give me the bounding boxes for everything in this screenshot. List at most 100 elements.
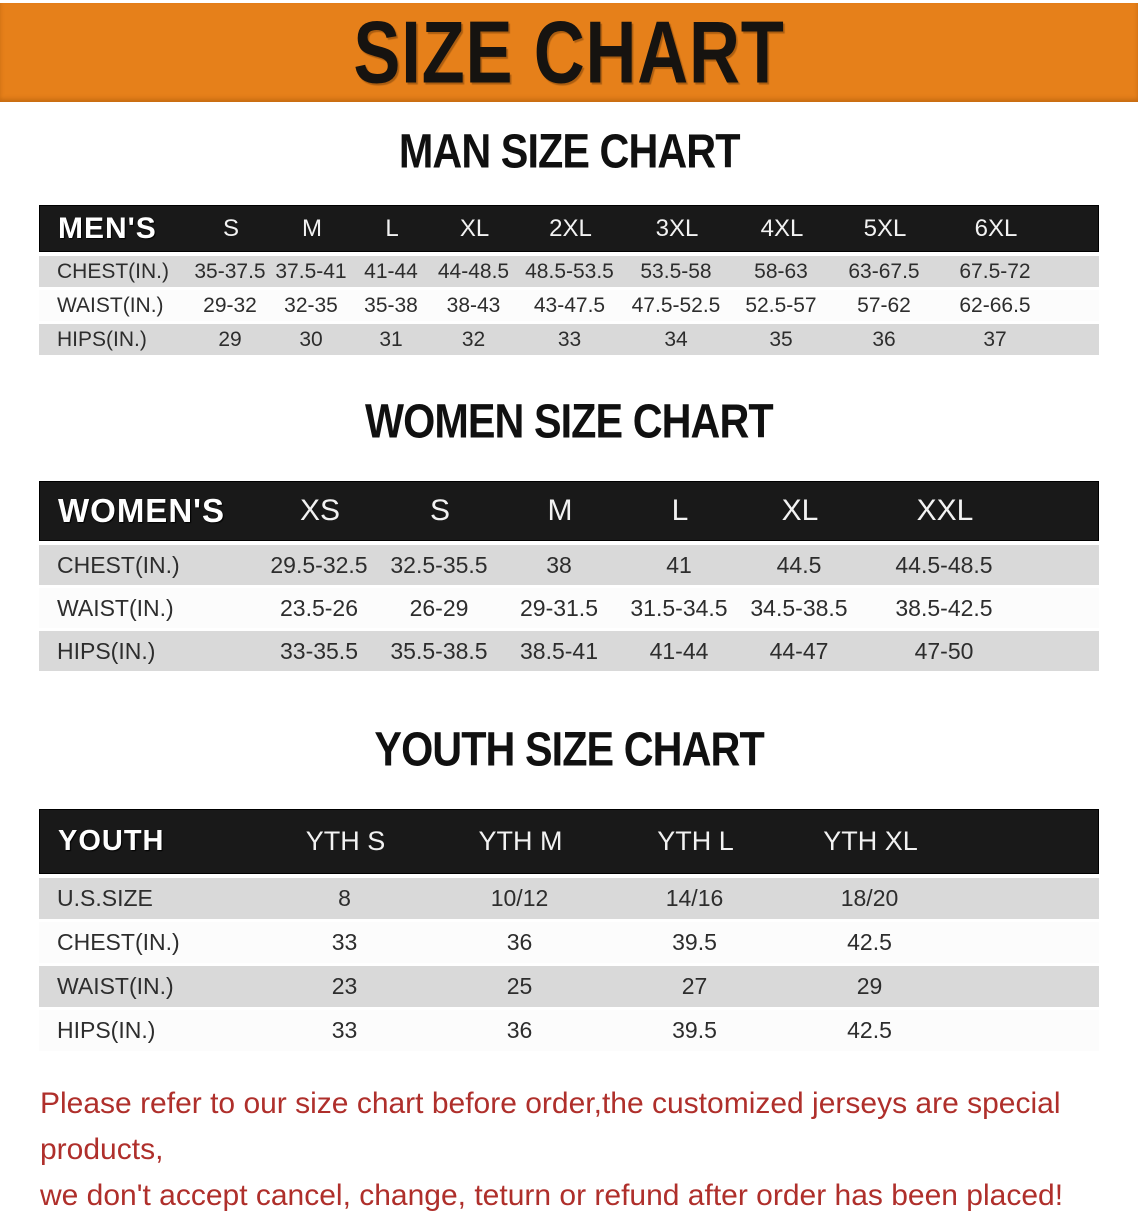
column-header: L: [385, 214, 399, 242]
row-label: U.S.SIZE: [57, 885, 153, 911]
column-header: XL: [781, 494, 819, 527]
disclaimer-note: Please refer to our size chart before or…: [40, 1081, 1098, 1219]
value-cell: 14/16: [665, 885, 724, 911]
value-cell: 63-67.5: [848, 259, 920, 283]
table-row: WAIST(IN.) 29-32 32-35 35-38 38-43 43-47.5 47.…: [39, 290, 1099, 321]
value-cell: 30: [299, 327, 323, 351]
column-header: 6XL: [974, 214, 1018, 242]
value-cell: 38: [546, 551, 572, 578]
banner-title: SIZE CHART: [353, 3, 785, 102]
value-cell: 23: [331, 973, 358, 999]
column-header: YTH S: [305, 826, 386, 856]
women-section-title: WOMEN SIZE CHART: [0, 394, 1138, 455]
table-header-row: WOMEN'S XS S M L XL XXL: [39, 481, 1099, 541]
row-label: HIPS(IN.): [57, 327, 147, 351]
table-row: WAIST(IN.) 23 25 27 29: [39, 966, 1099, 1007]
value-cell: 33: [331, 1017, 358, 1043]
youth-size-table: YOUTH YTH S YTH M YTH L YTH XL U.S.SIZE 8 10/12…: [39, 809, 1099, 1051]
table-row: CHEST(IN.) 33 36 39.5 42.5: [39, 922, 1099, 963]
women-size-table: WOMEN'S XS S M L XL XXL CHEST(IN.) 29.5-32.5 32.5…: [39, 481, 1099, 671]
table-header-label: MEN'S: [58, 211, 157, 245]
disclaimer-line-2: we don't accept cancel, change, teturn o…: [40, 1179, 1064, 1212]
value-cell: 44.5: [776, 551, 822, 578]
column-header: 3XL: [655, 214, 699, 242]
value-cell: 44-48.5: [437, 259, 510, 283]
value-cell: 67.5-72: [959, 259, 1031, 283]
value-cell: 41-44: [364, 259, 418, 283]
value-cell: 38.5-42.5: [895, 594, 993, 621]
value-cell: 41-44: [649, 637, 709, 664]
column-header: M: [547, 494, 573, 527]
value-cell: 32.5-35.5: [390, 551, 488, 578]
value-cell: 62-66.5: [959, 293, 1031, 317]
table-row: U.S.SIZE 8 10/12 14/16 18/20: [39, 878, 1099, 919]
value-cell: 37: [983, 327, 1007, 351]
row-label: WAIST(IN.): [57, 293, 164, 317]
column-header: YTH M: [478, 826, 563, 856]
value-cell: 33: [331, 929, 358, 955]
value-cell: 35: [769, 327, 793, 351]
column-header: XL: [459, 214, 490, 242]
value-cell: 29: [218, 327, 242, 351]
value-cell: 34.5-38.5: [750, 594, 848, 621]
row-label: CHEST(IN.): [57, 551, 180, 578]
row-label: CHEST(IN.): [57, 929, 180, 955]
row-label: HIPS(IN.): [57, 637, 156, 664]
value-cell: 42.5: [847, 1017, 892, 1043]
table-header-row: YOUTH YTH S YTH M YTH L YTH XL: [39, 809, 1099, 874]
youth-section-title-text: YOUTH SIZE CHART: [374, 722, 764, 777]
column-header: S: [222, 214, 239, 242]
value-cell: 35.5-38.5: [390, 637, 488, 664]
column-header: 5XL: [863, 214, 907, 242]
youth-section-title: YOUTH SIZE CHART: [0, 722, 1138, 783]
size-chart-banner: SIZE CHART: [0, 3, 1138, 102]
value-cell: 38-43: [446, 293, 501, 317]
table-row: HIPS(IN.) 33-35.5 35.5-38.5 38.5-41 41-44 44-…: [39, 631, 1099, 671]
value-cell: 36: [506, 929, 533, 955]
women-section-title-text: WOMEN SIZE CHART: [365, 394, 774, 449]
row-label: HIPS(IN.): [57, 1017, 156, 1043]
value-cell: 57-62: [857, 293, 911, 317]
value-cell: 33: [557, 327, 582, 351]
man-section-title-text: MAN SIZE CHART: [398, 124, 741, 179]
column-header: XS: [299, 494, 341, 527]
table-header-row: MEN'S S M L XL 2XL 3XL 4XL 5XL 6XL: [39, 205, 1099, 252]
value-cell: 39.5: [672, 1017, 717, 1043]
table-header-label: WOMEN'S: [58, 492, 226, 529]
value-cell: 33-35.5: [279, 637, 358, 664]
value-cell: 31: [379, 327, 403, 351]
value-cell: 29-31.5: [519, 594, 598, 621]
value-cell: 8: [338, 885, 351, 911]
value-cell: 58-63: [754, 259, 808, 283]
value-cell: 31.5-34.5: [630, 594, 728, 621]
value-cell: 42.5: [847, 929, 892, 955]
value-cell: 25: [506, 973, 533, 999]
value-cell: 53.5-58: [640, 259, 712, 283]
value-cell: 44-47: [769, 637, 829, 664]
value-cell: 38.5-41: [519, 637, 598, 664]
column-header: 4XL: [760, 214, 804, 242]
value-cell: 37.5-41: [275, 259, 347, 283]
table-row: WAIST(IN.) 23.5-26 26-29 29-31.5 31.5-34.5 34…: [39, 588, 1099, 628]
column-header: 2XL: [549, 214, 592, 242]
value-cell: 29-32: [203, 293, 257, 317]
value-cell: 47.5-52.5: [631, 293, 721, 317]
value-cell: 29: [856, 973, 883, 999]
row-label: WAIST(IN.): [57, 594, 174, 621]
table-row: HIPS(IN.) 33 36 39.5 42.5: [39, 1010, 1099, 1051]
man-section-title: MAN SIZE CHART: [0, 124, 1138, 185]
value-cell: 18/20: [840, 885, 899, 911]
column-header: XXL: [916, 494, 974, 527]
value-cell: 48.5-53.5: [525, 259, 614, 283]
value-cell: 32: [461, 327, 486, 351]
table-row: CHEST(IN.) 35-37.5 37.5-41 41-44 44-48.5 48.5…: [39, 256, 1099, 287]
value-cell: 23.5-26: [279, 594, 358, 621]
table-row: CHEST(IN.) 29.5-32.5 32.5-35.5 38 41 44.5 44.5…: [39, 545, 1099, 585]
value-cell: 47-50: [914, 637, 974, 664]
table-header-label: YOUTH: [58, 825, 165, 857]
table-row: HIPS(IN.) 29 30 31 32 33 34 35 36 37: [39, 324, 1099, 355]
value-cell: 26-29: [409, 594, 469, 621]
value-cell: 36: [506, 1017, 533, 1043]
value-cell: 35-38: [364, 293, 418, 317]
value-cell: 41: [666, 551, 692, 578]
